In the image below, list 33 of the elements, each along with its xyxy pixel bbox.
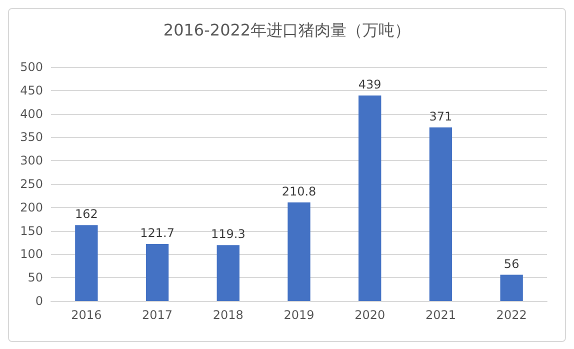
x-tick-label: 2022: [496, 308, 527, 322]
data-label: 119.3: [210, 227, 246, 242]
chart-title: 2016-2022年进口猪肉量（万吨）: [163, 20, 411, 40]
bar: [500, 274, 523, 301]
bar: [75, 225, 98, 301]
x-tick-label: 2018: [212, 308, 244, 322]
data-label: 439: [358, 78, 382, 92]
x-tick-label: 2020: [354, 308, 386, 322]
data-label: 56: [504, 256, 520, 271]
y-tick-label: 200: [20, 200, 43, 214]
y-tick-label: 150: [20, 224, 43, 238]
y-tick-label: 450: [20, 83, 43, 98]
data-label: 121.7: [140, 226, 174, 240]
data-label: 210.8: [282, 184, 316, 198]
y-tick-label: 400: [20, 106, 43, 121]
y-tick-label: 300: [20, 154, 43, 168]
bar: [429, 127, 452, 301]
bar: [146, 244, 169, 301]
x-tick-label: 2019: [284, 308, 314, 322]
y-tick-label: 0: [35, 294, 43, 308]
data-label: 162: [74, 207, 98, 222]
x-tick-label: 2017: [142, 308, 173, 322]
y-tick-label: 250: [20, 177, 43, 191]
y-tick-label: 500: [20, 60, 43, 74]
data-label: 371: [429, 109, 452, 124]
y-tick-label: 350: [20, 130, 43, 144]
x-tick-label: 2021: [425, 308, 456, 322]
y-tick-label: 100: [20, 247, 43, 262]
x-tick-label: 2016: [71, 308, 102, 322]
bar: [358, 96, 382, 301]
y-tick-label: 50: [28, 270, 43, 285]
bar: [216, 245, 240, 301]
bar: [288, 202, 310, 301]
